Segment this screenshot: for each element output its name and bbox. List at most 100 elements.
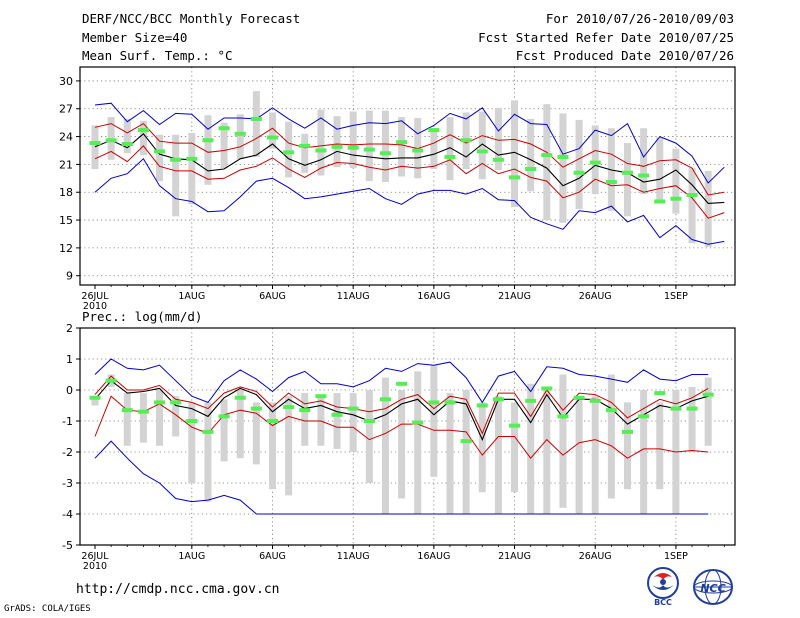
temp-upper-spread-line xyxy=(94,122,725,196)
temp-marker xyxy=(315,148,327,153)
temp-marker xyxy=(492,157,504,162)
temp-ensemble-box xyxy=(285,121,293,178)
temp-marker xyxy=(170,157,182,162)
temp-marker xyxy=(363,147,375,152)
temp-ensemble-box xyxy=(269,112,276,149)
temp-marker xyxy=(509,175,521,180)
temp-ensemble-box xyxy=(333,116,341,168)
temp-ytick-label: 27 xyxy=(59,103,73,116)
temp-marker xyxy=(283,150,295,155)
forecast-period-label: For 2010/07/26-2010/09/03 xyxy=(545,11,734,26)
temp-marker xyxy=(154,149,166,154)
temp-ytick-label: 30 xyxy=(59,75,73,88)
temp-marker xyxy=(379,151,391,156)
temp-xtick-label: 11AUG xyxy=(337,291,370,302)
temp-ensemble-box xyxy=(365,110,373,182)
ncc-logo: NCC xyxy=(693,569,733,605)
temp-ensemble-box xyxy=(575,119,583,209)
temp-ytick-label: 9 xyxy=(66,270,73,283)
temp-xtick-label: 26AUG xyxy=(579,291,612,302)
temp-plot-frame xyxy=(79,66,736,286)
temp-marker xyxy=(525,167,537,172)
produced-date-label: Fcst Produced Date 2010/07/26 xyxy=(515,48,734,63)
temp-marker xyxy=(428,128,440,133)
temp-xtick-label: 21AUG xyxy=(498,291,531,302)
temp-marker xyxy=(638,173,650,178)
precipitation-variable-label: Prec.: log(mm/d) xyxy=(82,309,203,324)
ncc-logo-text: NCC xyxy=(700,582,725,595)
temp-xtick-label: 1SEP xyxy=(664,291,688,302)
temp-marker xyxy=(137,128,149,133)
temp-marker xyxy=(476,149,488,154)
temp-ensemble-mean-line xyxy=(94,133,725,204)
temp-ensemble-box xyxy=(559,113,567,223)
temp-ensemble-box xyxy=(204,115,212,185)
temp-ytick-label: 12 xyxy=(59,242,73,255)
temp-marker xyxy=(331,144,343,149)
bcc-logo-text: BCC xyxy=(654,598,672,607)
temp-ensemble-box xyxy=(511,100,519,208)
temp-year-label: 2010 xyxy=(83,301,107,312)
temp-marker xyxy=(654,199,666,204)
temp-ytick-label: 15 xyxy=(59,214,73,227)
temp-marker xyxy=(267,135,278,140)
temp-ensemble-box xyxy=(398,117,406,177)
temp-ensemble-box xyxy=(188,132,196,205)
temp-ensemble-box xyxy=(704,170,712,247)
temp-marker xyxy=(347,145,359,150)
temp-marker xyxy=(460,138,472,143)
temp-marker xyxy=(412,148,424,153)
temp-xtick-label: 16AUG xyxy=(417,291,450,302)
temp-marker xyxy=(105,138,117,143)
temp-marker xyxy=(622,170,633,175)
temp-ensemble-box xyxy=(591,125,599,195)
temp-ensemble-box xyxy=(172,134,180,217)
temp-ytick-label: 18 xyxy=(59,186,73,199)
temp-ensemble-box xyxy=(527,118,535,192)
temp-marker xyxy=(202,138,214,143)
source-url[interactable]: http://cmdp.ncc.cma.gov.cn xyxy=(76,582,280,597)
temp-ensemble-box xyxy=(220,122,228,169)
temp-xtick-label: 6AUG xyxy=(259,291,286,302)
temp-min-line xyxy=(94,158,725,245)
temp-ensemble-box xyxy=(494,107,502,170)
temp-ensemble-box xyxy=(478,111,486,180)
temperature-variable-label: Mean Surf. Temp.: °C xyxy=(82,48,233,63)
temp-ensemble-box xyxy=(252,91,260,157)
temp-marker xyxy=(186,156,198,161)
member-size-label: Member Size=40 xyxy=(82,30,188,45)
temp-marker xyxy=(396,140,408,145)
temp-marker xyxy=(589,160,601,165)
temp-marker xyxy=(686,193,698,198)
temp-marker xyxy=(557,154,569,159)
temp-ensemble-box xyxy=(446,117,454,181)
temp-marker xyxy=(541,153,553,158)
temp-lower-spread-line xyxy=(94,145,725,219)
temp-ensemble-box xyxy=(430,131,438,170)
temp-ensemble-box xyxy=(640,128,648,195)
temp-marker xyxy=(234,131,246,136)
temp-ensemble-box xyxy=(543,104,551,221)
temp-ensemble-box xyxy=(349,111,357,169)
temp-ensemble-box xyxy=(139,120,147,156)
temp-ensemble-box xyxy=(672,148,680,214)
temp-ytick-label: 24 xyxy=(59,131,73,144)
temp-ensemble-box xyxy=(656,137,664,202)
grads-credit: GrADS: COLA/IGES xyxy=(4,604,91,614)
figure-title: DERF/NCC/BCC Monthly Forecast xyxy=(82,11,301,26)
bcc-logo: BCC xyxy=(647,567,679,607)
temp-marker xyxy=(218,126,230,131)
temp-ytick-label: 21 xyxy=(59,158,73,171)
temp-marker xyxy=(444,154,456,159)
temp-marker xyxy=(299,143,311,148)
temp-marker xyxy=(250,116,262,121)
temp-marker xyxy=(89,141,101,146)
temp-ensemble-box xyxy=(156,134,164,182)
temp-max-line xyxy=(94,102,725,184)
temp-marker xyxy=(121,141,133,146)
temp-ensemble-box xyxy=(236,114,244,159)
temp-ensemble-box xyxy=(317,109,325,176)
temp-ensemble-box xyxy=(123,118,131,154)
